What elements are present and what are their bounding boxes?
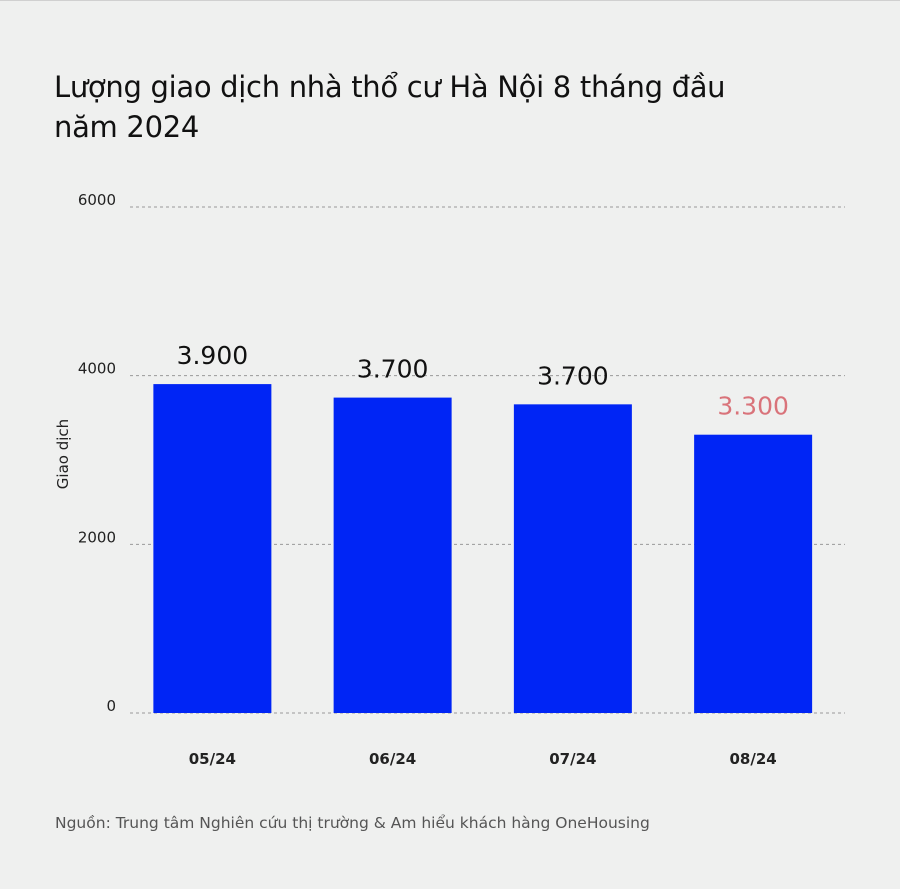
bar bbox=[694, 434, 813, 713]
x-tick-label: 06/24 bbox=[369, 750, 416, 768]
y-tick-label: 2000 bbox=[78, 528, 116, 546]
data-label: 3.700 bbox=[537, 361, 609, 390]
data-label: 3.900 bbox=[177, 341, 249, 370]
data-label: 3.700 bbox=[357, 355, 429, 384]
y-tick-label: 0 bbox=[106, 697, 116, 715]
x-tick-label: 08/24 bbox=[730, 750, 777, 768]
chart-title: Lượng giao dịch nhà thổ cư Hà Nội 8 thán… bbox=[54, 70, 726, 144]
bar bbox=[513, 404, 632, 713]
x-tick-label: 05/24 bbox=[189, 750, 236, 768]
x-tick-label: 07/24 bbox=[549, 750, 596, 768]
y-tick-label: 4000 bbox=[78, 360, 116, 378]
bar bbox=[333, 397, 452, 713]
bar bbox=[153, 384, 272, 713]
source-note: Nguồn: Trung tâm Nghiên cứu thị trường &… bbox=[55, 814, 650, 832]
y-tick-label: 6000 bbox=[78, 191, 116, 209]
y-axis-label: Giao dịch bbox=[54, 419, 72, 489]
data-label: 3.300 bbox=[717, 392, 789, 421]
